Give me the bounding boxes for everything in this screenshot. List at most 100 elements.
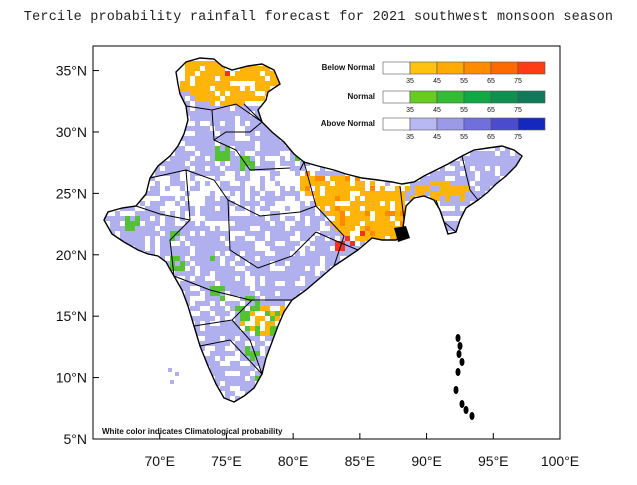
forecast-cell: [240, 196, 245, 201]
forecast-cell: [210, 246, 215, 251]
forecast-cell: [290, 176, 295, 181]
forecast-cell: [235, 216, 240, 221]
forecast-cell: [230, 326, 235, 331]
forecast-cell: [235, 166, 240, 171]
forecast-cell: [235, 221, 240, 226]
forecast-cell: [225, 171, 230, 176]
forecast-cell: [225, 326, 230, 331]
forecast-cell: [195, 236, 200, 241]
forecast-cell: [235, 271, 240, 276]
forecast-cell: [210, 91, 215, 96]
forecast-cell: [280, 201, 285, 206]
forecast-cell: [230, 176, 235, 181]
forecast-cell: [235, 191, 240, 196]
forecast-cell: [190, 61, 195, 66]
forecast-cell: [220, 306, 225, 311]
axis-ticks: 35°N30°N25°N20°N15°N10°N5°N70°E 75°E 80°E 8…: [56, 63, 579, 469]
forecast-cell: [505, 156, 510, 161]
forecast-cell: [255, 106, 260, 111]
legend-swatch: [382, 61, 411, 75]
forecast-cell: [235, 201, 240, 206]
forecast-cell: [145, 201, 150, 206]
forecast-cell: [230, 191, 235, 196]
forecast-cell: [255, 261, 260, 266]
forecast-cell: [380, 226, 385, 231]
forecast-cell: [205, 111, 210, 116]
forecast-cell: [215, 356, 220, 361]
island-shape: [453, 386, 459, 394]
forecast-cell: [230, 366, 235, 371]
forecast-cell: [305, 226, 310, 231]
forecast-cell: [125, 236, 130, 241]
forecast-cell: [310, 186, 315, 191]
forecast-cell: [495, 166, 500, 171]
forecast-cell: [275, 151, 280, 156]
forecast-cell: [285, 146, 290, 151]
forecast-cell: [260, 201, 265, 206]
forecast-cell: [265, 76, 270, 81]
forecast-cell: [235, 86, 240, 91]
forecast-cell: [330, 231, 335, 236]
forecast-cell: [260, 121, 265, 126]
forecast-cell: [275, 281, 280, 286]
forecast-cell: [205, 346, 210, 351]
forecast-cell: [440, 196, 445, 201]
forecast-cell: [285, 181, 290, 186]
forecast-cell: [155, 176, 160, 181]
forecast-cell: [175, 236, 180, 241]
forecast-cell: [230, 301, 235, 306]
forecast-cell: [255, 206, 260, 211]
forecast-cell: [245, 301, 250, 306]
forecast-cell: [355, 176, 360, 181]
forecast-cell: [190, 66, 195, 71]
forecast-cell: [235, 156, 240, 161]
forecast-cell: [275, 316, 280, 321]
forecast-cell: [355, 206, 360, 211]
state-boundary-line: [213, 103, 263, 141]
forecast-cell: [395, 191, 400, 196]
forecast-cell: [385, 226, 390, 231]
forecast-cell: [355, 246, 360, 251]
forecast-cell: [255, 311, 260, 316]
forecast-cell: [330, 236, 335, 241]
forecast-cell: [440, 176, 445, 181]
forecast-cell: [250, 136, 255, 141]
forecast-cell: [255, 146, 260, 151]
forecast-cell: [370, 211, 375, 216]
forecast-cell: [260, 211, 265, 216]
forecast-cell: [430, 196, 435, 201]
forecast-cell: [265, 171, 270, 176]
forecast-cell: [275, 81, 280, 86]
legend-swatch: [436, 90, 465, 104]
forecast-cell: [120, 221, 125, 226]
forecast-cell: [400, 196, 405, 201]
forecast-cell: [210, 336, 215, 341]
forecast-cell: [210, 371, 215, 376]
forecast-cell: [250, 156, 255, 161]
forecast-cell: [275, 206, 280, 211]
forecast-cell: [260, 181, 265, 186]
forecast-cell: [245, 326, 250, 331]
forecast-cell: [150, 246, 155, 251]
forecast-cell: [460, 176, 465, 181]
forecast-cell: [215, 346, 220, 351]
forecast-cell: [160, 161, 165, 166]
forecast-cell: [230, 206, 235, 211]
forecast-cell: [280, 171, 285, 176]
forecast-cell: [215, 171, 220, 176]
forecast-cell: [215, 296, 220, 301]
forecast-cell: [310, 226, 315, 231]
forecast-cell: [190, 176, 195, 181]
forecast-cell: [225, 106, 230, 111]
forecast-cell: [210, 151, 215, 156]
forecast-cell: [245, 141, 250, 146]
forecast-cell: [285, 156, 290, 161]
forecast-cell: [250, 281, 255, 286]
forecast-cell: [240, 166, 245, 171]
forecast-cell: [280, 236, 285, 241]
forecast-cell: [225, 291, 230, 296]
forecast-cell: [270, 216, 275, 221]
forecast-cell: [255, 281, 260, 286]
forecast-cell: [260, 261, 265, 266]
forecast-cell: [185, 81, 190, 86]
